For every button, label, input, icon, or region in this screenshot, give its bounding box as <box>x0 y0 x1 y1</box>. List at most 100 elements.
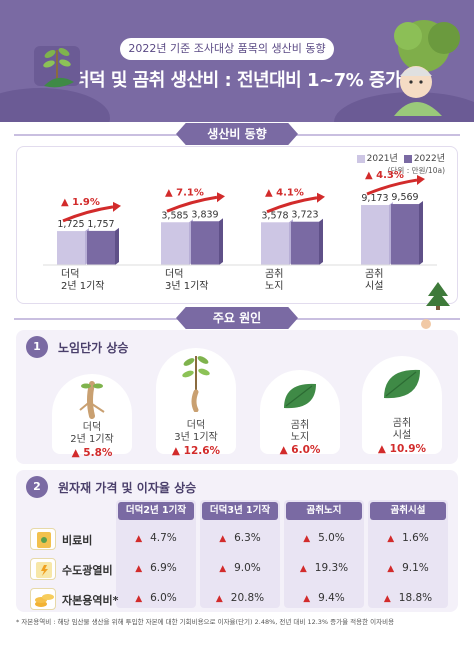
labor-item-deodeok-3yr: 더덕 3년 1기작 ▲ 12.6% <box>156 348 236 457</box>
increase-arrowhead <box>217 192 225 203</box>
table-header: 곰취시설 <box>370 502 446 520</box>
bar-2022 <box>391 204 419 265</box>
bar-side <box>419 201 423 265</box>
bar-value-label: 9,569 <box>391 192 418 203</box>
increase-arrow <box>166 195 218 213</box>
utilities-icon <box>30 558 56 580</box>
deodeok-plant-icon <box>34 46 80 88</box>
table-header: 더덕3년 1기작 <box>202 502 278 520</box>
increase-arrow <box>62 205 114 223</box>
row-label: 비료비 <box>62 534 93 547</box>
table-cell: ▲ 20.8% <box>215 592 265 604</box>
labor-item-label: 곰취 시설 <box>392 418 412 441</box>
chart-unit: (단위 : 만원/10a) <box>387 166 445 175</box>
increase-arrowhead <box>317 192 325 203</box>
header-decoration <box>0 88 110 122</box>
footnote: * 자본용역비 : 해당 임산물 생산을 위해 투입한 자본에 대한 기회비용으… <box>16 618 395 626</box>
fertilizer-icon <box>30 528 56 550</box>
bar-side <box>219 218 223 265</box>
table-header: 더덕2년 1기작 <box>118 502 194 520</box>
change-label: ▲ 1.9% <box>61 197 100 208</box>
row-label: 수도광열비 <box>62 564 113 577</box>
section-banner-main-causes: 주요 원인 <box>176 307 298 329</box>
bar-2022 <box>291 221 319 265</box>
change-label: ▲ 4.3% <box>365 170 404 181</box>
category-label: 노지 <box>265 280 283 292</box>
table-header: 곰취노지 <box>286 502 362 520</box>
table-cell: ▲ 6.0% <box>135 592 177 604</box>
category-label: 곰취 <box>265 268 283 280</box>
change-label: ▲ 7.1% <box>165 187 204 198</box>
cause-header: 2 원자재 가격 및 이자율 상승 <box>26 476 196 498</box>
bar-value-label: 1,725 <box>57 219 84 230</box>
bar-side <box>319 218 323 265</box>
deodeok-root-icon <box>79 381 105 419</box>
increase-arrow <box>366 178 418 196</box>
cost-chart-card: 2021년 2022년 (단위 : 만원/10a) 1,725 1,757 ▲ 1.… <box>16 146 458 304</box>
cause-number-badge: 1 <box>26 336 48 358</box>
section-banner-cost-trend: 생산비 동향 <box>176 123 298 145</box>
table-cell: ▲ 6.3% <box>219 532 261 544</box>
page-title: 더덕 및 곰취 생산비 : 전년대비 1~7% 증가 <box>72 70 402 91</box>
cause-title: 노임단가 상승 <box>58 340 129 355</box>
gomchwi-leaf-icon <box>384 369 420 399</box>
labor-item-label: 더덕 3년 1기작 <box>174 420 218 443</box>
increase-arrowhead <box>417 175 425 186</box>
category-label: 3년 1기작 <box>165 280 209 292</box>
bar-value-label: 3,578 <box>261 210 288 221</box>
coins-icon <box>30 588 56 610</box>
bar-value-label: 3,723 <box>291 210 318 221</box>
bar-2021 <box>57 231 85 265</box>
table-cell: ▲ 6.9% <box>135 562 177 574</box>
labor-item-pct: ▲ 5.8% <box>71 447 113 459</box>
bar-value-label: 9,173 <box>361 193 388 204</box>
table-cell: ▲ 5.0% <box>303 532 345 544</box>
legend-item-2022: 2022년 <box>403 151 445 164</box>
bar-2021 <box>161 222 189 265</box>
labor-item-pct: ▲ 6.0% <box>279 444 321 456</box>
gomchwi-leaf-icon <box>284 383 316 409</box>
chart-legend: 2021년 2022년 <box>356 151 445 164</box>
bar-value-label: 3,839 <box>191 209 218 220</box>
labor-item-gomchwi-facility: 곰취 시설 ▲ 10.9% <box>362 356 442 455</box>
header-banner: 2022년 기준 조사대상 품목의 생산비 동향 더덕 및 곰취 생산비 : 전… <box>0 0 474 122</box>
header-subtitle: 2022년 기준 조사대상 품목의 생산비 동향 <box>120 38 334 60</box>
increase-arrowhead <box>113 201 121 212</box>
bar-side <box>115 227 119 265</box>
cause-card-labor-cost: 1 노임단가 상승 더덕 2년 1기작 ▲ 5.8% 더덕 3년 1기작 ▲ 12.… <box>16 330 458 464</box>
labor-item-label: 곰취 노지 <box>290 420 310 443</box>
cause-card-material-interest: 2 원자재 가격 및 이자율 상승 더덕2년 1기작 더덕3년 1기작 곰취노지… <box>16 470 458 612</box>
category-label: 곰취 <box>365 268 383 280</box>
bar-2021 <box>261 222 289 265</box>
legend-item-2021: 2021년 <box>356 151 398 164</box>
labor-item-pct: ▲ 10.9% <box>377 443 427 455</box>
row-label: 자본용역비* <box>62 594 119 607</box>
bar-value-label: 3,585 <box>161 210 188 221</box>
bar-2022 <box>87 230 115 265</box>
table-cell: ▲ 18.8% <box>383 592 433 604</box>
bar-2022 <box>191 221 219 265</box>
cause-number-badge: 2 <box>26 476 48 498</box>
category-label: 2년 1기작 <box>61 280 105 292</box>
table-cell: ▲ 4.7% <box>135 532 177 544</box>
table-cell: ▲ 9.0% <box>219 562 261 574</box>
category-label: 더덕 <box>61 268 79 280</box>
tree-icon <box>426 282 450 310</box>
bar-2021 <box>361 205 389 265</box>
increase-arrow <box>266 196 318 214</box>
change-label: ▲ 4.1% <box>265 188 304 199</box>
farmer-illustration <box>394 20 460 116</box>
labor-item-gomchwi-open: 곰취 노지 ▲ 6.0% <box>260 370 340 456</box>
table-cell: ▲ 9.4% <box>303 592 345 604</box>
deodeok-plant-icon <box>182 356 210 412</box>
table-cell: ▲ 19.3% <box>299 562 349 574</box>
production-cost-bar-chart: 1,725 1,757 ▲ 1.9% 더덕2년 1기작 3,585 3,839 ▲ 7.1%… <box>43 170 437 292</box>
labor-item-label: 더덕 2년 1기작 <box>70 422 114 445</box>
labor-item-deodeok-2yr: 더덕 2년 1기작 ▲ 5.8% <box>52 374 132 459</box>
labor-item-pct: ▲ 12.6% <box>171 445 221 457</box>
cause-title: 원자재 가격 및 이자율 상승 <box>58 480 197 495</box>
bar-value-label: 1,757 <box>87 219 114 230</box>
category-label: 시설 <box>365 280 383 292</box>
cause-header: 1 노임단가 상승 <box>26 336 128 358</box>
table-cell: ▲ 1.6% <box>387 532 429 544</box>
